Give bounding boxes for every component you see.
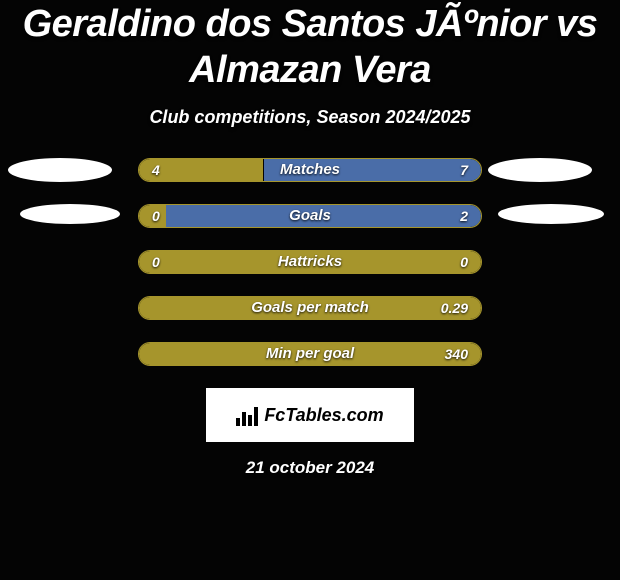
date-label: 21 october 2024 xyxy=(0,458,620,478)
fctables-logo: FcTables.com xyxy=(206,388,414,442)
metric-label: Matches xyxy=(138,158,482,182)
logo-text: FcTables.com xyxy=(264,405,383,426)
metric-row: 00Hattricks xyxy=(0,250,620,274)
page-title: Geraldino dos Santos JÃºnior vs Almazan … xyxy=(0,2,620,99)
metric-row: 0.29Goals per match xyxy=(0,296,620,320)
metric-label: Goals per match xyxy=(138,296,482,320)
metric-label: Min per goal xyxy=(138,342,482,366)
subtitle: Club competitions, Season 2024/2025 xyxy=(0,107,620,128)
metric-row: 340Min per goal xyxy=(0,342,620,366)
metric-label: Goals xyxy=(138,204,482,228)
bars-icon xyxy=(236,404,260,426)
comparison-rows: 47Matches02Goals00Hattricks0.29Goals per… xyxy=(0,158,620,366)
metric-label: Hattricks xyxy=(138,250,482,274)
